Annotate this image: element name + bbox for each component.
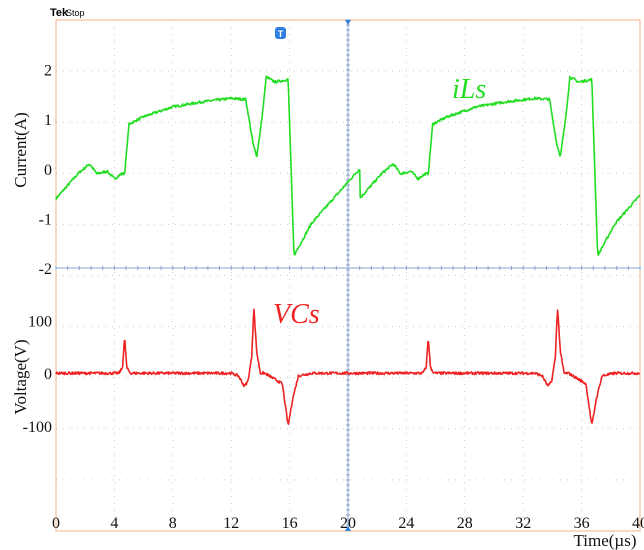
x-tick-label: 24 bbox=[398, 515, 414, 532]
panel-divider bbox=[55, 266, 641, 270]
bottom-trigger-icon bbox=[345, 526, 351, 531]
tek-brand: Tek bbox=[50, 7, 69, 19]
x-tick-label: 4 bbox=[110, 515, 118, 532]
trace-label-vcs: VCs bbox=[273, 299, 320, 330]
y-tick-label-current: -1 bbox=[39, 211, 52, 228]
x-tick-label: 28 bbox=[457, 515, 473, 532]
acquisition-status: Stop bbox=[66, 8, 85, 18]
trace-label-ils: iLs bbox=[452, 74, 486, 105]
y-axis-title-voltage: Voltage(V) bbox=[11, 339, 30, 414]
y-tick-label-current: -2 bbox=[39, 261, 52, 278]
grid bbox=[56, 19, 640, 531]
x-tick-label: 16 bbox=[282, 515, 298, 532]
y-tick-label-current: 0 bbox=[44, 162, 52, 179]
x-tick-label: 12 bbox=[223, 515, 239, 532]
x-axis-title: Time(µs) bbox=[573, 531, 636, 550]
trigger-position-icon: T bbox=[275, 27, 286, 39]
trace-ils bbox=[55, 75, 641, 256]
trace-vcs bbox=[55, 308, 641, 426]
y-tick-label-current: 1 bbox=[44, 112, 52, 129]
y-tick-label-voltage: 100 bbox=[28, 314, 52, 331]
x-tick-label: 36 bbox=[574, 515, 590, 532]
x-tick-label: 0 bbox=[52, 515, 60, 532]
trigger-marker-label: T bbox=[278, 29, 284, 39]
y-tick-label-voltage: -100 bbox=[23, 419, 52, 436]
x-tick-label: 40 bbox=[632, 515, 644, 532]
series-layer bbox=[55, 75, 641, 426]
tick-labels: 2 1 0 -1 -2 100 0 -100 0 4 8 12 16 20 24 28 32 36 40 bbox=[23, 63, 644, 532]
x-tick-label: 20 bbox=[340, 515, 356, 532]
y-tick-label-voltage: 0 bbox=[44, 366, 52, 383]
trigger-point-icon bbox=[345, 20, 351, 25]
x-tick-label: 8 bbox=[169, 515, 177, 532]
y-axis-title-current: Current(A) bbox=[11, 112, 30, 188]
y-tick-label-current: 2 bbox=[44, 63, 52, 80]
x-tick-label: 32 bbox=[515, 515, 531, 532]
